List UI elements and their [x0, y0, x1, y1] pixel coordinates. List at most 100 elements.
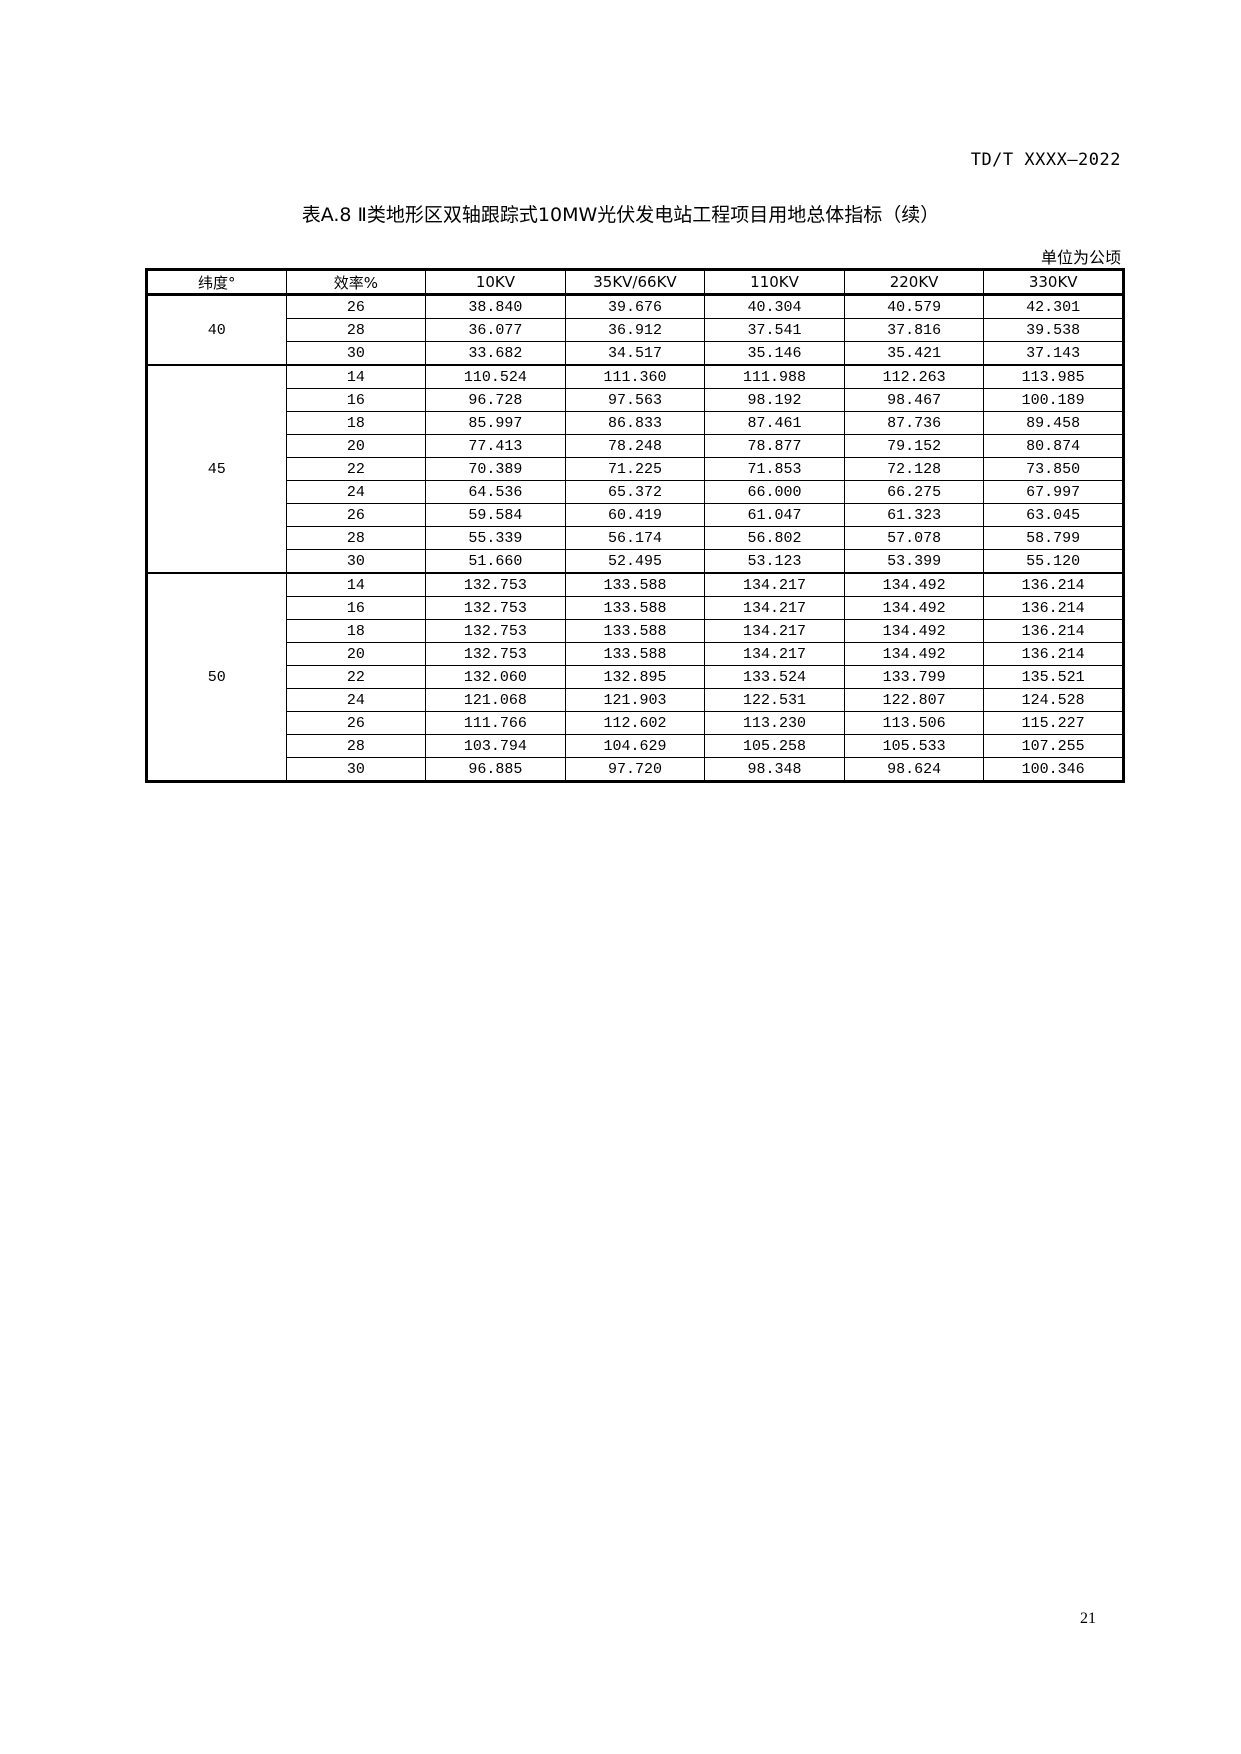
- table-row: 28 103.794 104.629 105.258 105.533 107.255: [147, 734, 1124, 758]
- value-cell: 66.000: [704, 480, 845, 504]
- value-cell: 97.563: [564, 388, 706, 412]
- value-cell: 133.588: [564, 572, 706, 597]
- efficiency-cell: 24: [285, 480, 427, 504]
- value-cell: 65.372: [564, 480, 706, 504]
- efficiency-cell: 26: [285, 711, 427, 735]
- value-cell: 36.912: [564, 318, 706, 342]
- table-row: 22 132.060 132.895 133.524 133.799 135.521: [147, 665, 1124, 689]
- efficiency-cell: 16: [285, 388, 427, 412]
- value-cell: 107.255: [983, 734, 1124, 758]
- table-row: 18 85.997 86.833 87.461 87.736 89.458: [147, 411, 1124, 435]
- value-cell: 132.060: [425, 665, 566, 689]
- efficiency-cell: 28: [285, 318, 427, 342]
- value-cell: 132.753: [425, 572, 566, 597]
- value-cell: 112.263: [843, 364, 985, 389]
- table-row: 30 51.660 52.495 53.123 53.399 55.120: [147, 549, 1124, 574]
- value-cell: 55.120: [983, 549, 1124, 574]
- table-row: 24 64.536 65.372 66.000 66.275 67.997: [147, 480, 1124, 504]
- value-cell: 33.682: [425, 341, 566, 366]
- value-cell: 133.588: [564, 596, 706, 620]
- table-row: 30 33.682 34.517 35.146 35.421 37.143: [147, 341, 1124, 366]
- value-cell: 134.492: [843, 596, 985, 620]
- value-cell: 112.602: [564, 711, 706, 735]
- value-cell: 42.301: [983, 294, 1124, 319]
- value-cell: 121.903: [564, 688, 706, 712]
- latitude-cell: 40: [146, 294, 287, 366]
- value-cell: 57.078: [843, 526, 985, 550]
- value-cell: 134.217: [704, 596, 845, 620]
- value-cell: 105.533: [843, 734, 985, 758]
- table-row: 20 77.413 78.248 78.877 79.152 80.874: [147, 434, 1124, 458]
- efficiency-cell: 20: [285, 642, 427, 666]
- value-cell: 85.997: [425, 411, 566, 435]
- value-cell: 96.885: [425, 757, 566, 782]
- efficiency-cell: 30: [285, 341, 427, 366]
- value-cell: 110.524: [425, 364, 566, 389]
- table-row: 50 14 132.753 133.588 134.217 134.492 136.214: [146, 572, 1124, 782]
- value-cell: 134.217: [704, 619, 845, 643]
- table-row: 28 36.077 36.912 37.541 37.816 39.538: [147, 318, 1124, 342]
- table-row: 40 26 38.840 39.676 40.304 40.579 42.301: [146, 294, 1124, 366]
- value-cell: 56.174: [564, 526, 706, 550]
- table-row: 16 132.753 133.588 134.217 134.492 136.214: [147, 596, 1124, 620]
- value-cell: 100.189: [983, 388, 1124, 412]
- value-cell: 35.146: [704, 341, 845, 366]
- value-cell: 60.419: [564, 503, 706, 527]
- column-header: 110KV: [704, 269, 845, 295]
- value-cell: 134.492: [843, 642, 985, 666]
- value-cell: 98.348: [704, 757, 845, 782]
- latitude-cell: 50: [146, 572, 287, 782]
- value-cell: 67.997: [983, 480, 1124, 504]
- value-cell: 63.045: [983, 503, 1124, 527]
- value-cell: 37.816: [843, 318, 985, 342]
- value-cell: 70.389: [425, 457, 566, 481]
- value-cell: 103.794: [425, 734, 566, 758]
- efficiency-cell: 30: [285, 757, 427, 782]
- value-cell: 134.217: [704, 642, 845, 666]
- value-cell: 72.128: [843, 457, 985, 481]
- column-header: 10KV: [425, 269, 566, 295]
- value-cell: 64.536: [425, 480, 566, 504]
- value-cell: 96.728: [425, 388, 566, 412]
- column-header: 330KV: [983, 269, 1124, 295]
- table-row: 45 14 110.524 111.360 111.988 112.263 113.985: [146, 364, 1124, 574]
- value-cell: 38.840: [425, 294, 566, 319]
- value-cell: 34.517: [564, 341, 706, 366]
- value-cell: 71.853: [704, 457, 845, 481]
- value-cell: 134.492: [843, 572, 985, 597]
- efficiency-cell: 22: [285, 665, 427, 689]
- efficiency-cell: 24: [285, 688, 427, 712]
- value-cell: 122.807: [843, 688, 985, 712]
- value-cell: 100.346: [983, 757, 1124, 782]
- value-cell: 53.399: [843, 549, 985, 574]
- value-cell: 39.676: [564, 294, 706, 319]
- value-cell: 80.874: [983, 434, 1124, 458]
- efficiency-cell: 28: [285, 526, 427, 550]
- document-code: TD/T XXXX—2022: [970, 150, 1121, 170]
- value-cell: 37.541: [704, 318, 845, 342]
- value-cell: 79.152: [843, 434, 985, 458]
- value-cell: 58.799: [983, 526, 1124, 550]
- value-cell: 134.492: [843, 619, 985, 643]
- value-cell: 73.850: [983, 457, 1124, 481]
- value-cell: 132.753: [425, 619, 566, 643]
- value-cell: 77.413: [425, 434, 566, 458]
- value-cell: 78.877: [704, 434, 845, 458]
- value-cell: 134.217: [704, 572, 845, 597]
- value-cell: 40.579: [843, 294, 985, 319]
- efficiency-cell: 18: [285, 411, 427, 435]
- table-row: 28 55.339 56.174 56.802 57.078 58.799: [147, 526, 1124, 550]
- value-cell: 105.258: [704, 734, 845, 758]
- value-cell: 115.227: [983, 711, 1124, 735]
- value-cell: 98.192: [704, 388, 845, 412]
- value-cell: 40.304: [704, 294, 845, 319]
- value-cell: 87.461: [704, 411, 845, 435]
- table-header-row: 纬度° 效率% 10KV 35KV/66KV 110KV 220KV 330KV: [146, 269, 1124, 295]
- value-cell: 51.660: [425, 549, 566, 574]
- table-row: 26 111.766 112.602 113.230 113.506 115.227: [147, 711, 1124, 735]
- unit-label: 单位为公顷: [1040, 248, 1121, 267]
- value-cell: 132.753: [425, 596, 566, 620]
- value-cell: 135.521: [983, 665, 1124, 689]
- value-cell: 111.360: [564, 364, 706, 389]
- value-cell: 86.833: [564, 411, 706, 435]
